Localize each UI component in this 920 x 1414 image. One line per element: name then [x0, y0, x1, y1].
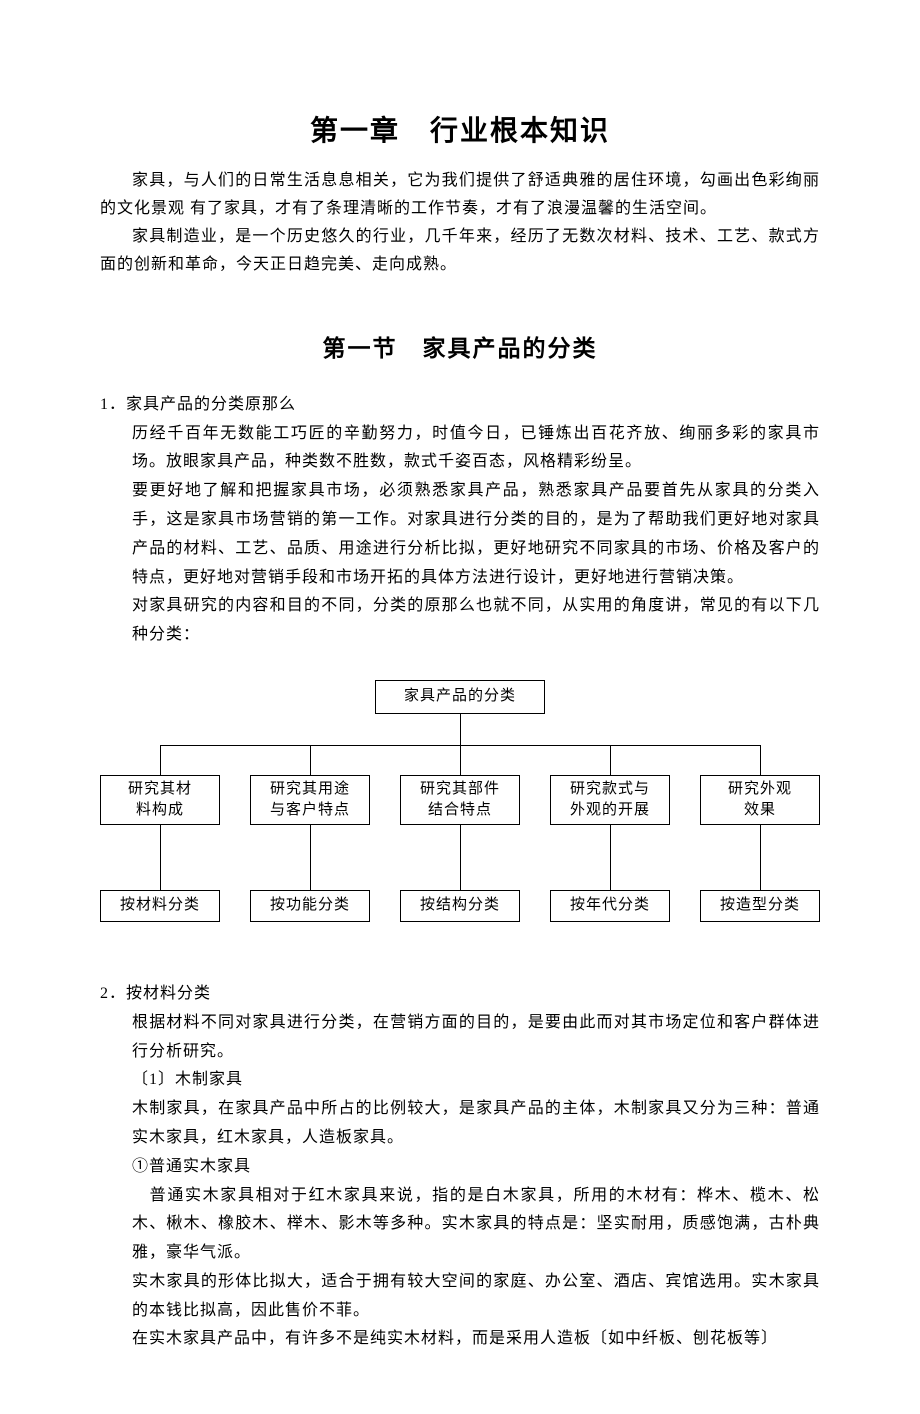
connector-line	[160, 745, 161, 775]
classification-tree-diagram: 家具产品的分类研究其材 料构成按材料分类 研究其用途 与客户特点按功能分类 研究其部…	[100, 680, 820, 950]
diagram-bot-4: 按造型分类	[700, 890, 820, 922]
section2-p2: 〔1〕木制家具	[100, 1066, 820, 1095]
connector-line	[460, 825, 461, 890]
section2-p6: 实木家具的形体比拟大，适合于拥有较大空间的家庭、办公室、酒店、宾馆选用。实木家具…	[100, 1268, 820, 1326]
diagram-mid-2: 研究其部件 结合特点	[400, 775, 520, 825]
section2-p7: 在实木家具产品中，有许多不是纯实木材料，而是采用人造板〔如中纤板、刨花板等〕	[100, 1325, 820, 1354]
diagram-mid-0: 研究其材 料构成	[100, 775, 220, 825]
document-page: 第一章 行业根本知识 家具，与人们的日常生活息息相关，它为我们提供了舒适典雅的居…	[0, 0, 920, 1414]
section1-p2: 要更好地了解和把握家具市场，必须熟悉家具产品，熟悉家具产品要首先从家具的分类入手…	[100, 477, 820, 592]
intro-paragraph-1: 家具，与人们的日常生活息息相关，它为我们提供了舒适典雅的居住环境，勾画出色彩绚丽…	[100, 167, 820, 223]
connector-line	[760, 745, 761, 775]
chapter-title: 第一章 行业根本知识	[100, 109, 820, 149]
connector-line	[460, 745, 461, 775]
section2-p1: 根据材料不同对家具进行分类，在营销方面的目的，是要由此而对其市场定位和客户群体进…	[100, 1009, 820, 1067]
section1-p3: 对家具研究的内容和目的不同，分类的原那么也就不同，从实用的角度讲，常见的有以下几…	[100, 592, 820, 650]
connector-line	[760, 825, 761, 890]
section1-heading: 1．家具产品的分类原那么	[100, 391, 820, 420]
connector-line	[610, 825, 611, 890]
connector-line	[160, 825, 161, 890]
diagram-bot-2: 按结构分类	[400, 890, 520, 922]
diagram-mid-4: 研究外观 效果	[700, 775, 820, 825]
connector-line	[310, 745, 311, 775]
diagram-root: 家具产品的分类	[375, 680, 545, 714]
section1-p1: 历经千百年无数能工巧匠的辛勤努力，时值今日，已锤炼出百花齐放、绚丽多彩的家具市场…	[100, 420, 820, 478]
section2-p3: 木制家具，在家具产品中所占的比例较大，是家具产品的主体，木制家具又分为三种：普通…	[100, 1095, 820, 1153]
diagram-bot-3: 按年代分类	[550, 890, 670, 922]
diagram-mid-1: 研究其用途 与客户特点	[250, 775, 370, 825]
section-1-title: 第一节 家具产品的分类	[100, 329, 820, 363]
section2-p5: 普通实木家具相对于红木家具来说，指的是白木家具，所用的木材有：桦木、榄木、松木、…	[100, 1182, 820, 1268]
diagram-mid-3: 研究款式与 外观的开展	[550, 775, 670, 825]
connector-line	[610, 745, 611, 775]
connector-line	[460, 714, 461, 745]
connector-line	[310, 825, 311, 890]
diagram-bot-1: 按功能分类	[250, 890, 370, 922]
section2-p4: ①普通实木家具	[100, 1153, 820, 1182]
intro-paragraph-2: 家具制造业，是一个历史悠久的行业，几千年来，经历了无数次材料、技术、工艺、款式方…	[100, 223, 820, 279]
diagram-bot-0: 按材料分类	[100, 890, 220, 922]
section2-heading: 2．按材料分类	[100, 980, 820, 1009]
